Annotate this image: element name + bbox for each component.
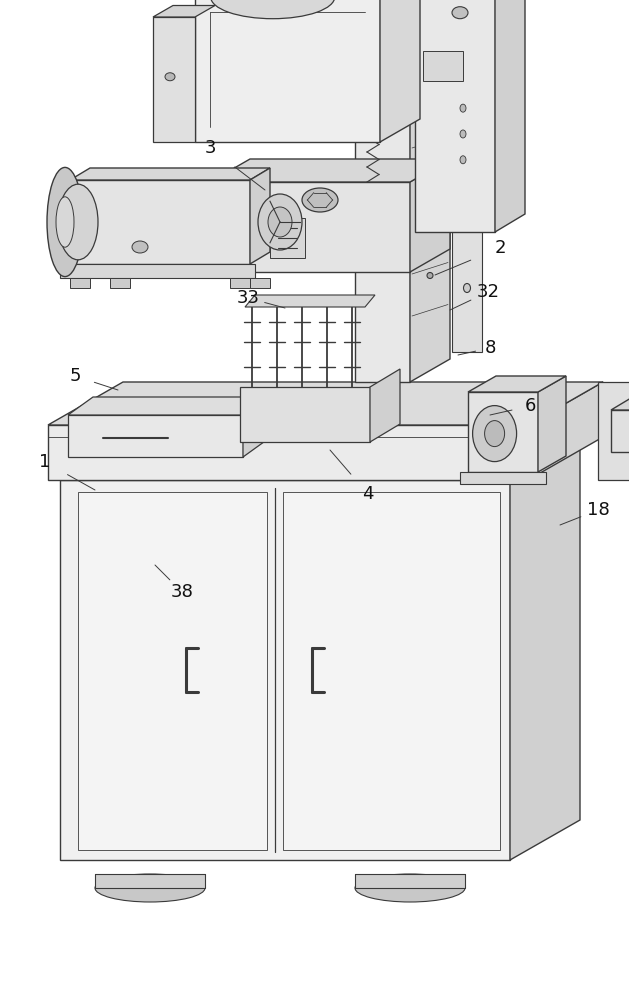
Text: 6: 6	[525, 397, 536, 415]
Ellipse shape	[460, 130, 466, 138]
Ellipse shape	[355, 874, 465, 902]
Polygon shape	[611, 410, 629, 452]
Polygon shape	[250, 168, 270, 264]
Polygon shape	[243, 397, 268, 457]
Ellipse shape	[268, 207, 292, 237]
Ellipse shape	[464, 284, 470, 292]
Bar	[110, 278, 130, 288]
Polygon shape	[370, 369, 400, 442]
Polygon shape	[60, 440, 580, 480]
Ellipse shape	[427, 44, 433, 50]
Polygon shape	[70, 180, 250, 264]
Polygon shape	[355, 0, 450, 2]
Bar	[78, 492, 267, 850]
Bar	[230, 278, 250, 288]
Bar	[423, 51, 463, 81]
Polygon shape	[153, 5, 215, 17]
Polygon shape	[70, 168, 270, 180]
Polygon shape	[195, 0, 380, 142]
Polygon shape	[598, 382, 629, 480]
Ellipse shape	[464, 220, 470, 229]
Ellipse shape	[165, 73, 175, 81]
Polygon shape	[355, 2, 410, 382]
Text: 5: 5	[69, 367, 81, 385]
Text: 3: 3	[204, 139, 216, 157]
Text: 18: 18	[587, 501, 610, 519]
Ellipse shape	[460, 156, 466, 164]
Polygon shape	[468, 392, 538, 472]
Polygon shape	[48, 382, 603, 425]
Ellipse shape	[211, 0, 335, 19]
Polygon shape	[60, 480, 510, 860]
Text: 33: 33	[237, 289, 260, 307]
Text: 32: 32	[477, 283, 499, 301]
Ellipse shape	[460, 104, 466, 112]
Polygon shape	[468, 376, 566, 392]
Polygon shape	[495, 0, 525, 232]
Polygon shape	[240, 387, 370, 442]
Polygon shape	[245, 295, 375, 307]
Polygon shape	[60, 264, 255, 278]
Ellipse shape	[427, 272, 433, 278]
Text: 4: 4	[362, 485, 374, 503]
Polygon shape	[410, 0, 450, 382]
Bar	[283, 492, 500, 850]
Ellipse shape	[132, 241, 148, 253]
Bar	[355, 874, 465, 888]
Ellipse shape	[427, 196, 433, 202]
Polygon shape	[48, 425, 528, 480]
Polygon shape	[415, 0, 495, 232]
Polygon shape	[68, 397, 268, 415]
Text: 8: 8	[484, 339, 496, 357]
Ellipse shape	[95, 874, 205, 902]
Polygon shape	[153, 17, 195, 142]
Text: 1: 1	[39, 453, 51, 471]
Polygon shape	[528, 382, 603, 480]
Bar	[250, 278, 270, 288]
Polygon shape	[210, 159, 450, 182]
Ellipse shape	[58, 184, 98, 260]
Ellipse shape	[484, 421, 504, 447]
Ellipse shape	[56, 197, 74, 247]
Polygon shape	[68, 415, 243, 457]
Polygon shape	[380, 0, 420, 142]
Polygon shape	[538, 376, 566, 472]
Polygon shape	[611, 398, 629, 410]
Ellipse shape	[427, 120, 433, 126]
Polygon shape	[460, 472, 546, 484]
Polygon shape	[452, 32, 482, 352]
Ellipse shape	[464, 155, 470, 164]
Text: 38: 38	[170, 583, 194, 601]
Ellipse shape	[464, 92, 470, 101]
Ellipse shape	[452, 7, 468, 19]
Ellipse shape	[47, 167, 83, 277]
Bar	[70, 278, 90, 288]
Bar	[95, 874, 205, 888]
Ellipse shape	[472, 406, 516, 462]
Bar	[270, 218, 305, 258]
Ellipse shape	[302, 188, 338, 212]
Polygon shape	[210, 182, 410, 272]
Text: 2: 2	[494, 239, 506, 257]
Ellipse shape	[258, 194, 302, 250]
Polygon shape	[410, 159, 450, 272]
Polygon shape	[510, 440, 580, 860]
